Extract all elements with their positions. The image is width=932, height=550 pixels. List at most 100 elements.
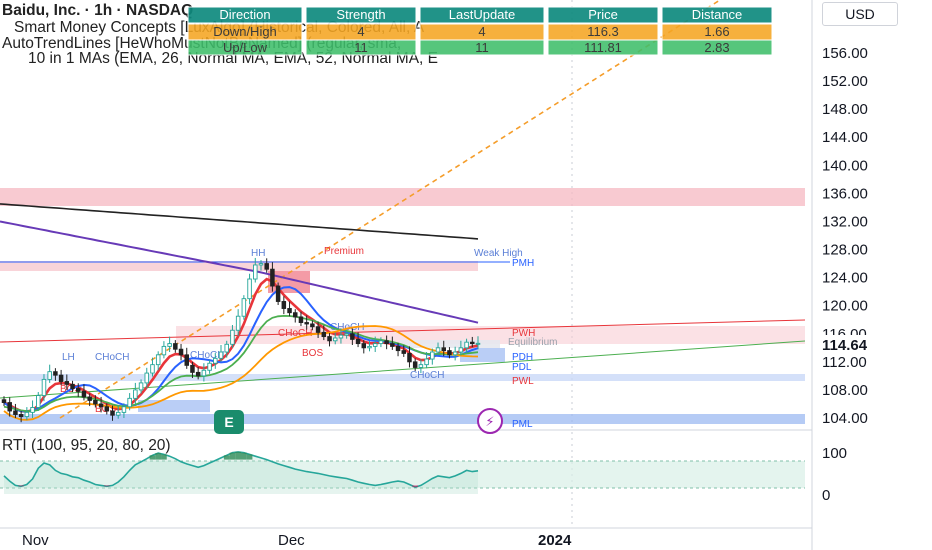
candle [315,321,321,338]
choch-label-4: CHoCH [330,322,364,333]
candle [458,340,464,356]
candle [184,347,189,369]
candle [7,397,12,417]
candle [304,315,309,330]
candle [287,301,292,317]
flash-marker[interactable]: ⚡ [477,408,503,434]
choch-label-1: CHoCH [95,352,129,363]
candle [241,295,247,320]
earnings-marker[interactable]: E [214,410,244,434]
svg-text:Down/High: Down/High [213,24,277,39]
candle [424,352,429,369]
candle [464,338,469,354]
rti-tick-label: 0 [822,487,830,504]
candle [230,324,235,348]
premium-label: Premium [324,246,364,257]
table-cell: Down/High [187,23,303,41]
rti-overbought-bar [246,454,253,460]
time-tick-label: Dec [278,532,305,549]
candle [321,325,327,341]
rti-overbought-bar [223,455,230,460]
candle [47,364,52,383]
table-cell: 11 [305,39,417,56]
supply-zone [0,188,805,206]
candle [390,336,395,350]
price-tick-label: 144.00 [822,129,868,146]
candle [81,384,87,401]
candle [327,333,332,347]
svg-text:Strength: Strength [336,7,385,22]
price-tick-label: 104.00 [822,410,868,427]
pdh-label: PDH [512,352,533,363]
candle [395,342,401,357]
candle [224,340,229,358]
price-tick-label: 108.00 [822,382,868,399]
price-tick-label: 124.00 [822,270,868,287]
price-tick-label: 128.00 [822,242,868,259]
currency-selector[interactable]: USD [822,2,898,26]
svg-text:4: 4 [478,24,485,39]
time-tick-label: 2024 [538,532,572,549]
trend-table: Direction Strength LastUpdate Price Distance… [187,6,773,56]
candle [338,328,344,344]
candle [372,336,378,353]
pwl-zone [0,374,805,381]
candle [213,353,218,369]
candle [58,369,64,386]
candle [447,347,452,359]
table-header-cell: Distance [661,6,773,24]
lightning-icon: ⚡ [485,415,494,430]
candle [173,340,178,353]
svg-text:Up/Low: Up/Low [223,40,268,55]
svg-text:11: 11 [354,40,368,55]
candle [384,335,389,350]
candle [344,330,349,339]
svg-text:1.66: 1.66 [704,24,729,39]
candle [13,403,18,418]
candle [121,403,127,418]
indicator-rti[interactable]: RTI (100, 95, 20, 80, 20) [2,437,171,454]
ma-100-line [3,325,479,421]
rti-area [4,451,478,494]
rti-overbought-bar [241,452,247,460]
candle [298,311,304,327]
pmh-label: PMH [512,258,534,269]
table-header-cell: Price [547,6,659,24]
weak-high-label: Weak High [474,248,523,259]
candle [138,379,144,394]
candle [104,403,110,415]
candle [24,407,30,421]
rti-overbought-bar [155,453,162,460]
pml-label: PML [512,419,533,430]
rti-axis: 100 0 [822,445,847,504]
svg-text:Price: Price [588,7,618,22]
candle [275,282,281,305]
price-tick-label: 148.00 [822,101,868,118]
svg-text:2.83: 2.83 [704,40,729,55]
table-cell: 1.66 [661,23,773,41]
candle [412,358,418,371]
table-cell: 111.81 [547,39,659,56]
candle [401,345,407,357]
candle [264,258,269,273]
symbol-title[interactable]: Baidu, Inc. · 1h · NASDAQ [2,2,193,19]
candle [253,257,258,283]
rti-oversold-bar [18,485,24,487]
candle [355,332,361,348]
candle [127,393,132,411]
rti-overbought-bar [229,452,236,460]
candle [235,309,241,336]
price-axis[interactable]: 156.00 152.00 148.00 144.00 140.00 136.00 132.… [822,45,868,427]
table-header-cell: Strength [305,6,417,24]
time-axis[interactable]: Nov Dec 2024 [22,532,572,549]
candle [270,262,275,292]
candle [247,273,252,305]
candle [435,342,441,356]
candle [150,357,155,377]
svg-text:111.81: 111.81 [584,40,622,55]
candle [144,367,150,389]
ema-200-line [0,220,479,324]
table-cell: 2.83 [661,39,773,56]
